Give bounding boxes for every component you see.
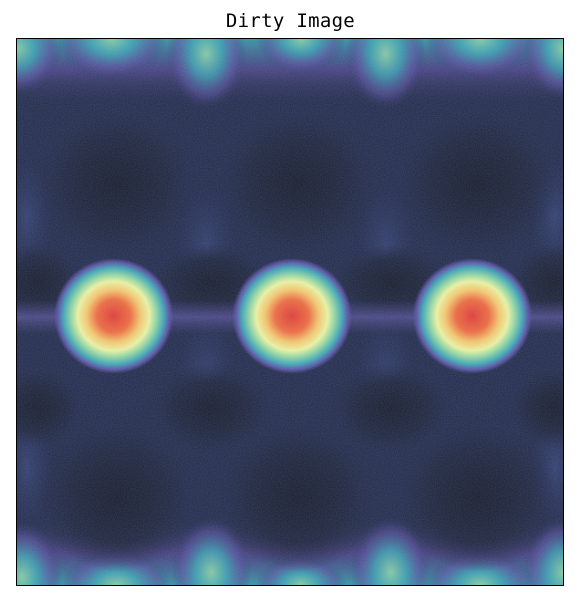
noise-overlay [17, 39, 563, 585]
dirty-image-heatmap [17, 39, 563, 585]
figure-title: Dirty Image [225, 10, 356, 32]
dirty-image-panel [16, 38, 564, 586]
